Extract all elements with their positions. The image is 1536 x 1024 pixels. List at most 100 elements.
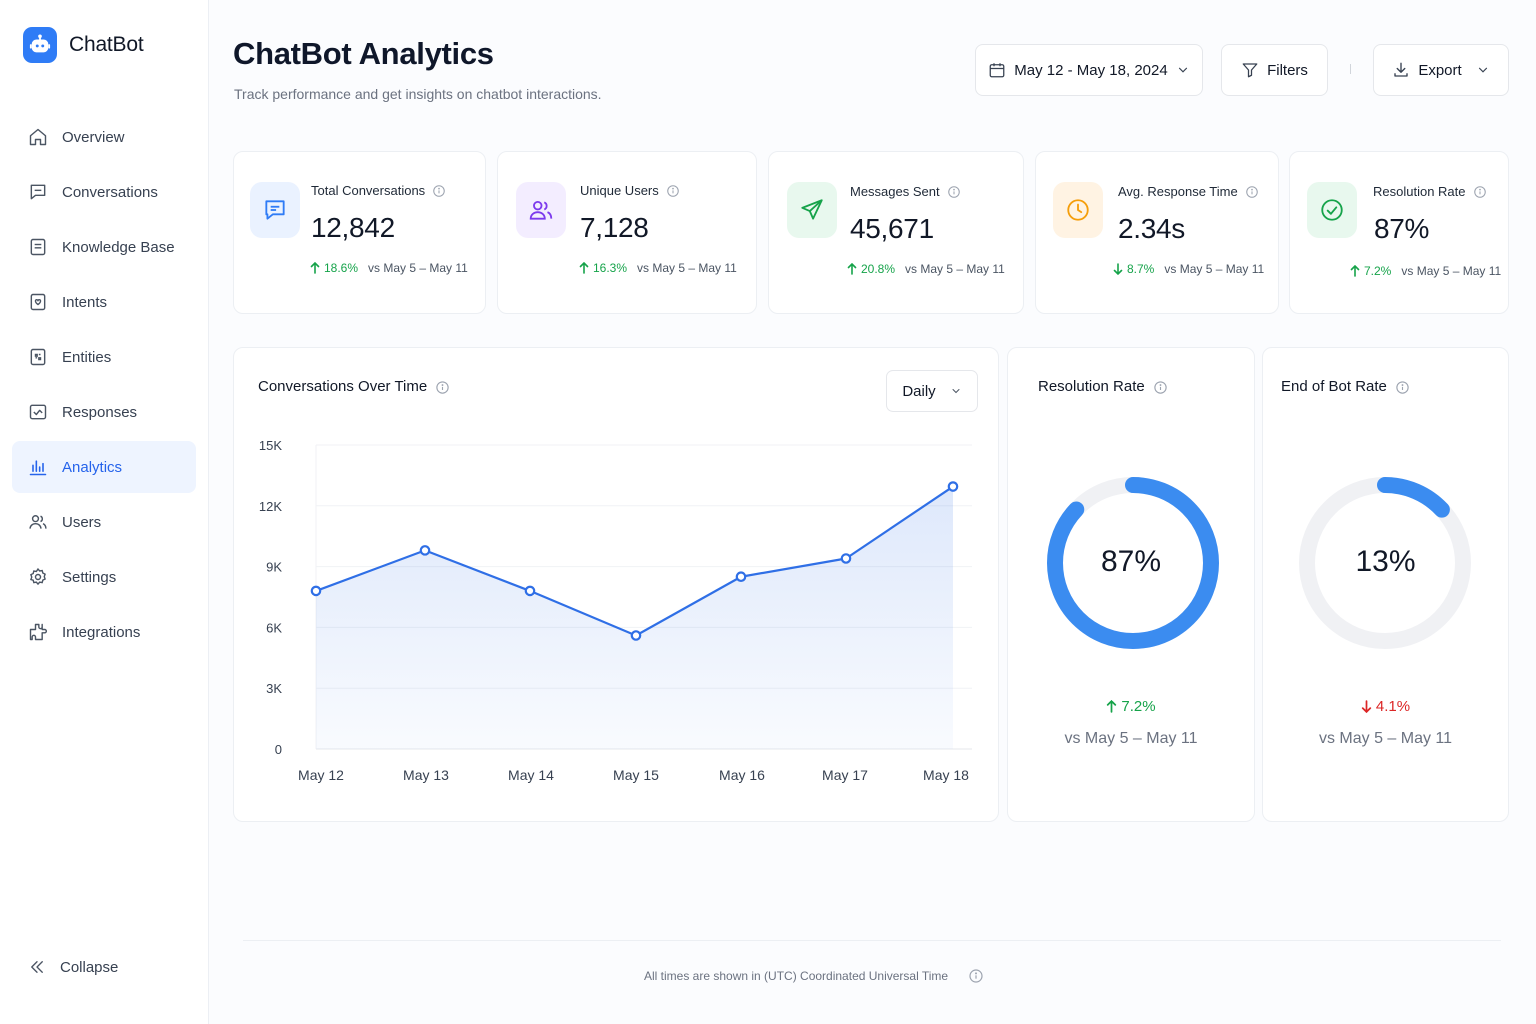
kpi-change: 16.3% vs May 5 – May 11 xyxy=(579,261,737,275)
gauge-arc xyxy=(1299,477,1471,649)
sidebar-item-label: Responses xyxy=(62,403,138,421)
sidebar-item-integrations[interactable]: Integrations xyxy=(12,606,196,658)
arrow-up-icon xyxy=(579,262,589,274)
conversations-chart-card: Conversations Over Time Daily 0 3K 6K 9K 12K… xyxy=(233,347,999,822)
kpi-value: 7,128 xyxy=(580,212,649,243)
sidebar-item-knowledge-base[interactable]: Knowledge Base xyxy=(12,221,196,273)
y-tick-label: 0 xyxy=(275,742,282,757)
x-tick-label: May 14 xyxy=(508,767,554,783)
resolution-rate-compare: vs May 5 – May 11 xyxy=(1064,730,1198,747)
filter-icon xyxy=(1241,61,1259,79)
info-icon[interactable] xyxy=(432,184,446,198)
data-point[interactable] xyxy=(310,585,322,597)
filters-button[interactable]: Filters xyxy=(1221,44,1328,96)
info-icon[interactable] xyxy=(1153,380,1167,394)
info-icon[interactable] xyxy=(947,185,961,199)
export-button[interactable]: Export xyxy=(1373,44,1509,96)
data-point[interactable] xyxy=(630,630,642,641)
sidebar-item-responses[interactable]: Responses xyxy=(12,386,196,438)
kpi-change: 7.2% vs May 5 – May 11 xyxy=(1350,264,1501,278)
arrow-down-icon xyxy=(1361,700,1372,713)
sidebar-item-label: Analytics xyxy=(62,458,123,476)
kpi-change-percent: 20.8% xyxy=(861,262,896,276)
conversations-line-chart: 0 3K 6K 9K 12K 15K May 12 May 13 May 14 May 15 May… xyxy=(259,438,972,783)
data-point[interactable] xyxy=(947,481,959,492)
info-icon[interactable] xyxy=(1395,380,1409,394)
x-tick-label: May 18 xyxy=(923,767,969,783)
resolution-rate-value: 87% xyxy=(1100,545,1162,578)
sidebar-item-label: Integrations xyxy=(62,623,141,641)
sidebar-item-label: Conversations xyxy=(62,183,158,201)
x-tick-label: May 15 xyxy=(613,767,659,783)
data-point[interactable] xyxy=(419,545,431,556)
y-tick-label: 3K xyxy=(266,681,282,696)
y-tick-label: 15K xyxy=(259,438,282,453)
sidebar-item-users[interactable]: Users xyxy=(12,496,196,548)
collapse-label: Collapse xyxy=(60,958,119,976)
sidebar-item-analytics[interactable]: Analytics xyxy=(12,441,196,493)
kpi-value: 87% xyxy=(1374,213,1430,244)
kpi-change-percent: 8.7% xyxy=(1127,262,1155,276)
gauge-arc xyxy=(1047,477,1219,649)
kpi-label: Resolution Rate xyxy=(1373,184,1466,199)
kpi-label: Messages Sent xyxy=(850,184,940,199)
kpi-value: 12,842 xyxy=(311,212,395,243)
sidebar-item-label: Overview xyxy=(62,128,125,146)
footer: All times are shown in (UTC) Coordinated… xyxy=(644,968,984,984)
sidebar-item-intents[interactable]: Intents xyxy=(12,276,196,328)
brand[interactable]: ChatBot xyxy=(23,27,144,63)
kpi-label: Total Conversations xyxy=(311,183,426,198)
export-label: Export xyxy=(1418,61,1462,79)
resolution-rate-card: Resolution Rate 87% 7.2% vs May 5 – May … xyxy=(1007,347,1255,822)
kpi-card-messages-sent: Messages Sent 45,671 20.8% vs May 5 – Ma… xyxy=(768,151,1024,314)
kpi-value: 2.34s xyxy=(1118,213,1185,244)
chart-title-wrap: Conversations Over Time xyxy=(258,378,449,395)
end-of-bot-rate-title: End of Bot Rate xyxy=(1281,378,1387,395)
end-of-bot-rate-card: End of Bot Rate 13% 4.1% vs May 5 – May … xyxy=(1262,347,1509,822)
sidebar-item-settings[interactable]: Settings xyxy=(12,551,196,603)
data-point[interactable] xyxy=(735,571,747,583)
timezone-note: All times are shown in (UTC) Coordinated… xyxy=(644,969,949,983)
sidebar-item-label: Settings xyxy=(62,568,117,586)
download-icon xyxy=(1392,61,1410,79)
sidebar-item-label: Intents xyxy=(62,293,108,311)
users-icon xyxy=(28,512,48,532)
kpi-label-wrap: Unique Users xyxy=(580,183,680,198)
series-area xyxy=(316,486,953,749)
kpi-change-percent: 16.3% xyxy=(593,261,628,275)
kpi-change: 20.8% vs May 5 – May 11 xyxy=(847,262,1005,276)
gear-icon xyxy=(28,567,48,587)
sidebar-nav: Overview Conversations Knowledge Base In… xyxy=(12,111,196,661)
date-range-picker[interactable]: May 12 - May 18, 2024 xyxy=(975,44,1203,96)
kpi-compare-period: vs May 5 – May 11 xyxy=(637,261,737,275)
info-icon[interactable] xyxy=(666,184,680,198)
sidebar-item-conversations[interactable]: Conversations xyxy=(12,166,196,218)
data-point[interactable] xyxy=(524,585,536,597)
info-icon[interactable] xyxy=(968,968,984,984)
chart-title: Conversations Over Time xyxy=(258,378,428,395)
x-tick-label: May 16 xyxy=(719,767,765,783)
kpi-compare-period: vs May 5 – May 11 xyxy=(1401,264,1502,278)
data-point[interactable] xyxy=(840,553,852,564)
entity-icon xyxy=(28,347,48,367)
granularity-select[interactable]: Daily xyxy=(886,370,978,412)
clock-icon xyxy=(1053,182,1103,238)
calendar-icon xyxy=(988,61,1006,79)
puzzle-icon xyxy=(28,622,48,642)
sidebar-item-entities[interactable]: Entities xyxy=(12,331,196,383)
info-icon[interactable] xyxy=(1473,185,1487,199)
kpi-label: Avg. Response Time xyxy=(1118,184,1238,199)
footer-divider xyxy=(243,940,1501,941)
y-tick-label: 9K xyxy=(266,560,282,575)
sidebar-item-label: Knowledge Base xyxy=(62,238,175,256)
kpi-card-unique-users: Unique Users 7,128 16.3% vs May 5 – May … xyxy=(497,151,757,314)
x-tick-label: May 17 xyxy=(822,767,868,783)
sidebar-item-overview[interactable]: Overview xyxy=(12,111,196,163)
end-of-bot-rate-value: 13% xyxy=(1355,545,1416,578)
kpi-change: 8.7% vs May 5 – May 11 xyxy=(1113,262,1264,276)
info-icon[interactable] xyxy=(435,380,449,394)
kpi-compare-period: vs May 5 – May 11 xyxy=(368,261,468,275)
collapse-button[interactable]: Collapse xyxy=(28,958,118,976)
kpi-label: Unique Users xyxy=(580,183,659,198)
info-icon[interactable] xyxy=(1245,185,1259,199)
